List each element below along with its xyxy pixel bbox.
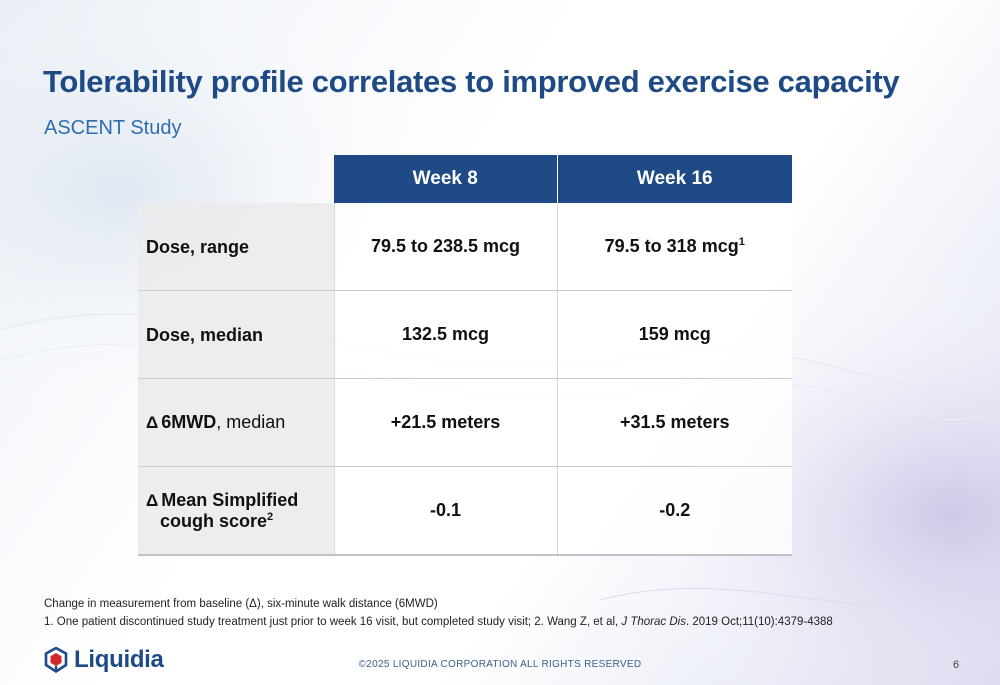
- liquidia-logo-icon: [44, 647, 68, 673]
- footnote-ref-1: 1: [738, 236, 745, 248]
- table-row: Dose, range 79.5 to 238.5 mcg 79.5 to 31…: [138, 203, 792, 291]
- cell-week16-6mwd: +31.5 meters: [556, 378, 792, 467]
- row-label-text: Dose, range: [146, 236, 250, 257]
- table-row: Δ Mean Simplified cough score2 -0.1 -0.2: [138, 466, 792, 556]
- cell-week8-dose-range: 79.5 to 238.5 mcg: [333, 203, 557, 291]
- row-label-text: Dose, median: [146, 324, 264, 345]
- row-label-cough-score: Δ Mean Simplified cough score2: [138, 466, 334, 556]
- page-subtitle: ASCENT Study: [44, 117, 182, 139]
- page-number: 6: [953, 659, 960, 671]
- cell-week16-dose-median: 159 mcg: [556, 290, 792, 379]
- row-label-text: Mean Simplified: [161, 490, 299, 510]
- cell-week8-cough-score: -0.1: [333, 466, 557, 556]
- footnote-citation: . 2019 Oct;11(10):4379-4388: [685, 616, 833, 628]
- cell-value: 79.5 to 318 mcg: [604, 236, 739, 256]
- results-table: Week 8 Week 16 Dose, range 79.5 to 238.5…: [138, 155, 792, 556]
- footnote-ref-2: 2: [267, 511, 274, 523]
- cell-week8-dose-median: 132.5 mcg: [333, 290, 557, 379]
- cell-week16-cough-score: -0.2: [556, 466, 792, 556]
- row-label-line2: cough score2: [146, 511, 273, 531]
- delta-icon: Δ: [146, 413, 159, 432]
- footnote-references: 1. One patient discontinued study treatm…: [44, 616, 833, 628]
- journal-name: J Thorac Dis: [621, 616, 686, 628]
- footnote-abbreviations: Change in measurement from baseline (Δ),…: [44, 598, 438, 610]
- footnote-text: 1. One patient discontinued study treatm…: [44, 616, 622, 628]
- table-corner-cell: [138, 155, 334, 203]
- row-label-text-line2: cough score: [160, 511, 268, 531]
- row-label-text: 6MWD: [161, 412, 217, 432]
- table-header-row: Week 8 Week 16: [138, 155, 792, 203]
- column-header-week-8: Week 8: [334, 155, 558, 203]
- column-header-week-16: Week 16: [557, 155, 792, 203]
- page-title: Tolerability profile correlates to impro…: [43, 64, 900, 99]
- row-label-suffix: , median: [216, 412, 286, 432]
- table-row: Δ 6MWD, median +21.5 meters +31.5 meters: [138, 378, 792, 467]
- row-label-6mwd-median: Δ 6MWD, median: [138, 378, 334, 467]
- table-row: Dose, median 132.5 mcg 159 mcg: [138, 290, 792, 379]
- cell-week16-dose-range: 79.5 to 318 mcg1: [556, 203, 792, 291]
- row-label-dose-median: Dose, median: [138, 290, 334, 379]
- cell-week8-6mwd: +21.5 meters: [333, 378, 557, 467]
- logo-wordmark: Liquidia: [74, 646, 164, 673]
- delta-icon: Δ: [146, 491, 159, 510]
- copyright-notice: ©2025 LIQUIDIA CORPORATION ALL RIGHTS RE…: [358, 659, 642, 670]
- company-logo: Liquidia: [44, 645, 164, 675]
- row-label-dose-range: Dose, range: [138, 203, 334, 291]
